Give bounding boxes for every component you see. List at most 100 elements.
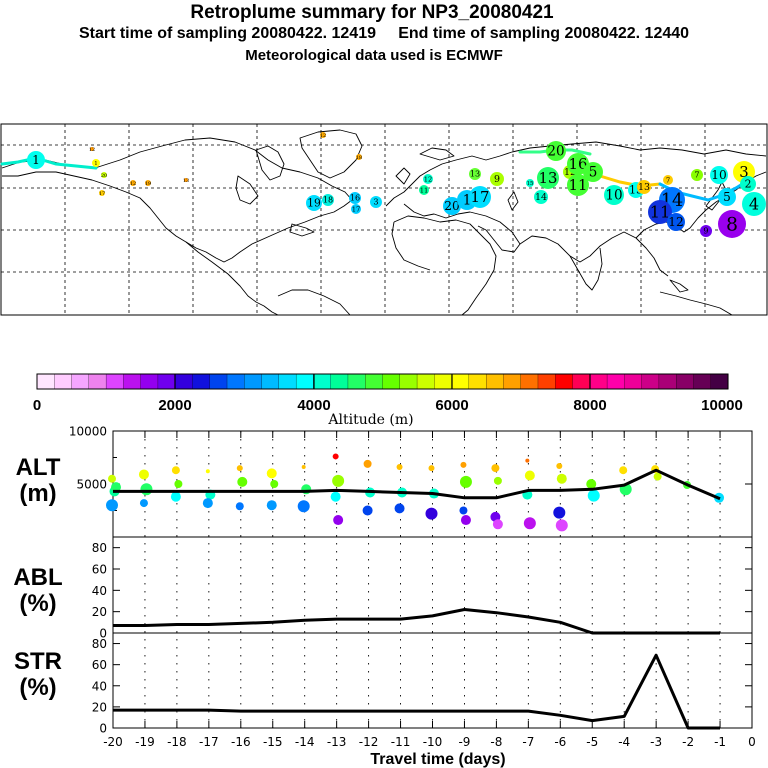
abl-ytick-label: 0 — [99, 627, 107, 641]
start-time-label: Start time of sampling 20080422. 12419 — [78, 25, 376, 42]
colorbar-cells — [36, 373, 729, 390]
colorbar-cell — [313, 373, 332, 390]
plume-marker: 19 — [145, 180, 151, 187]
plume-marker-circle — [27, 151, 45, 169]
plume-marker: 9 — [700, 225, 712, 237]
abl-ytick-label: 80 — [92, 541, 107, 555]
plume-marker-label: 15 — [527, 181, 534, 187]
colorbar-cell — [36, 373, 55, 390]
alt-point — [138, 469, 149, 480]
plume-marker-circle — [710, 166, 728, 184]
x-tick-label: -10 — [423, 735, 443, 749]
x-axis-label: Travel time (days) — [370, 751, 505, 768]
alt-point — [428, 465, 435, 472]
plume-marker: 11 — [648, 200, 672, 224]
plume-marker-label: 13 — [470, 169, 480, 179]
colorbar-cell — [451, 373, 470, 390]
alt-point — [332, 474, 345, 487]
plume-marker-label: 10 — [711, 168, 726, 182]
alt-point — [202, 498, 213, 509]
plume-marker-circle — [90, 147, 94, 151]
colorbar-tick-4000: 4000 — [297, 397, 330, 414]
plume-marker: 5 — [718, 188, 736, 206]
plume-marker-label: 12 — [320, 133, 326, 139]
colorbar-cell — [676, 373, 694, 390]
plume-marker-circle — [648, 200, 672, 224]
x-tick-label: -1 — [714, 735, 726, 749]
x-tick-label: -11 — [391, 735, 411, 749]
colorbar-cell — [209, 373, 228, 390]
plume-marker-label: 20 — [444, 199, 459, 213]
plume-marker-circle — [718, 188, 736, 206]
plume-marker: 7 — [691, 169, 703, 181]
x-tick-label: -15 — [263, 735, 283, 749]
plume-marker-label: 5 — [723, 190, 731, 204]
plume-marker: 8 — [718, 210, 746, 238]
plume-marker: 2 — [740, 176, 756, 192]
plume-marker-label: 12 — [424, 175, 433, 183]
plume-marker: 15 — [526, 179, 534, 187]
plume-marker: 17 — [351, 204, 361, 214]
colorbar-tick-labels: 0 2000 4000 6000 8000 10000 — [33, 397, 743, 414]
alt-point — [171, 466, 180, 475]
colorbar-cell — [468, 373, 487, 390]
x-tick-label: -8 — [490, 735, 502, 749]
plume-marker: 14 — [534, 190, 548, 204]
plume-marker-label: 18 — [323, 195, 333, 205]
x-tick-label: -16 — [231, 735, 251, 749]
plume-marker: 11 — [419, 185, 429, 195]
plume-marker-circle — [567, 174, 589, 196]
plume-marker-label: 11 — [650, 202, 671, 221]
plume-marker-label: 4 — [749, 194, 759, 213]
plume-marker-circle — [99, 190, 105, 196]
plume-marker-label: 13 — [638, 182, 650, 193]
abl-ylabel-unit: (%) — [19, 590, 56, 617]
colorbar-cell — [520, 373, 539, 390]
map-frame — [0, 123, 768, 316]
alt-point — [297, 500, 310, 513]
alt-point — [237, 476, 248, 487]
alt-ylabel-unit: (m) — [19, 480, 56, 507]
plume-marker-label: 1 — [94, 161, 97, 167]
alt-point — [363, 459, 372, 468]
plume-marker-circle — [469, 186, 491, 208]
alt-point — [525, 458, 530, 463]
colorbar-cell — [88, 373, 107, 390]
plume-marker: 20 — [443, 197, 461, 215]
plume-marker: 4 — [742, 192, 766, 216]
plume-marker-circle — [490, 172, 504, 186]
plume-marker: 12 — [320, 132, 326, 139]
alt-point — [332, 453, 339, 460]
colorbar-cell — [365, 373, 384, 390]
alt-point — [266, 500, 277, 511]
plume-marker: 11 — [567, 174, 589, 196]
abl-panel: 0 20 40 60 80 — [92, 541, 752, 641]
alt-point — [170, 491, 181, 502]
plume-marker-label: 17 — [99, 191, 105, 197]
x-tick-label: -4 — [618, 735, 630, 749]
colorbar-tick-8000: 8000 — [573, 397, 606, 414]
plume-marker-label: 5 — [589, 165, 598, 181]
plume-marker-circle — [637, 180, 651, 194]
alt-point — [106, 499, 118, 512]
str-line — [113, 653, 720, 730]
x-tick-label: -5 — [586, 735, 598, 749]
colorbar-cell — [157, 373, 176, 390]
x-tick-label: -6 — [554, 735, 566, 749]
plume-marker-circle — [469, 168, 481, 180]
plume-marker-label: 8 — [726, 213, 738, 235]
colorbar-cell — [416, 373, 435, 390]
str-ytick-label: 40 — [92, 679, 107, 693]
abl-line — [113, 608, 720, 635]
plume-marker-circle — [320, 132, 326, 138]
x-tick-label: -19 — [135, 735, 155, 749]
alt-point — [205, 469, 210, 474]
colorbar-cell — [399, 373, 418, 390]
plume-marker-circle — [145, 180, 151, 186]
str-ytick-label: 60 — [92, 658, 107, 672]
alt-mean-line — [113, 468, 721, 501]
plume-marker-label: 16 — [350, 193, 360, 203]
colorbar-cell — [54, 373, 73, 390]
alt-point — [586, 479, 597, 489]
